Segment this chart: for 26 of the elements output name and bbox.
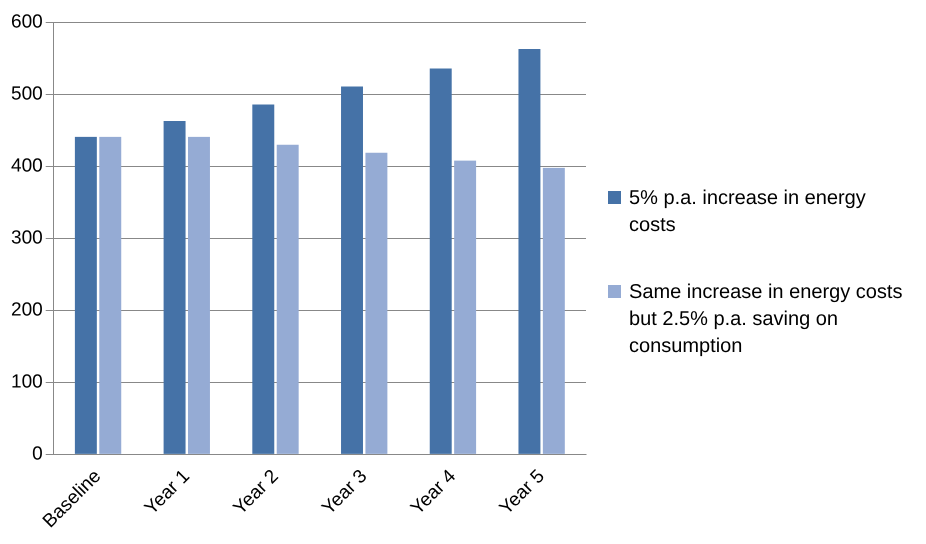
bar	[74, 136, 97, 454]
legend-label: 5% p.a. increase in energy costs	[629, 186, 867, 238]
bar	[454, 160, 476, 454]
y-tick-label: 400	[11, 156, 43, 177]
bar	[365, 152, 388, 454]
y-tick-label: 100	[11, 372, 43, 393]
bar	[518, 49, 540, 454]
bar	[99, 136, 122, 454]
bar	[164, 121, 186, 454]
y-tick-label: 0	[32, 444, 43, 465]
x-tick-label: Year 2	[230, 466, 283, 519]
x-tick-label: Year 5	[496, 466, 549, 519]
bar	[188, 136, 210, 454]
y-tick-label: 500	[11, 84, 43, 105]
x-tick-label: Year 4	[406, 465, 460, 519]
y-tick-label: 200	[11, 300, 43, 321]
y-tick-label: 600	[11, 12, 43, 33]
y-tick-label: 300	[11, 228, 43, 249]
bar	[276, 144, 299, 454]
legend-label: Same increase in energy costs but 2.5% p.a. saving on consumption	[629, 280, 904, 358]
bar	[252, 104, 274, 454]
bar	[430, 68, 452, 454]
x-tick-label: Year 3	[318, 466, 372, 519]
x-tick-label: Year 1	[140, 466, 194, 519]
bar	[542, 168, 565, 454]
bar	[341, 86, 363, 454]
